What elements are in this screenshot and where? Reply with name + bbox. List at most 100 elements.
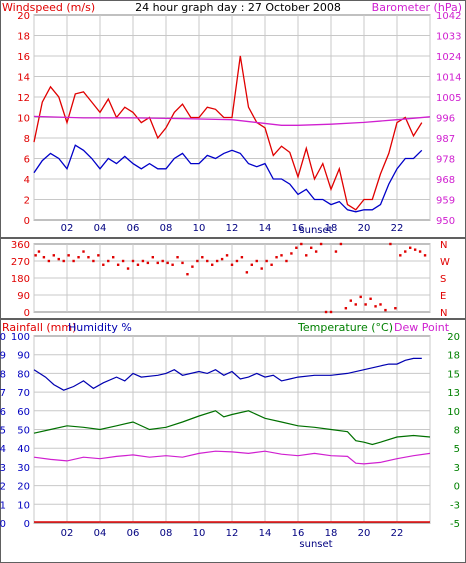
winddir-point <box>156 261 159 265</box>
rainfall-tick: 2 <box>0 482 6 493</box>
winddir-point <box>47 259 51 263</box>
humidity-tick: 10 <box>17 500 30 511</box>
x-tick-label: 12 <box>226 223 239 234</box>
rainfall-tick: 3 <box>0 463 6 474</box>
winddir-point <box>265 259 268 263</box>
x-tick-label: 08 <box>160 223 173 234</box>
barometer-tick: 978 <box>436 155 455 166</box>
x-tick-label: 06 <box>127 223 140 234</box>
winddir-point <box>141 259 145 263</box>
temperature-tick: 8 <box>454 426 460 437</box>
winddir-point <box>206 259 209 263</box>
winddir-point <box>409 246 412 249</box>
barometer-tick: 1024 <box>436 52 461 63</box>
humidity-tick: 70 <box>17 388 30 399</box>
winddir-point <box>225 254 229 257</box>
winddir-point <box>97 254 100 257</box>
winddir-point <box>423 254 427 257</box>
x-tick-label: 10 <box>193 528 206 539</box>
x-tick-label: 20 <box>358 223 371 234</box>
gust-series-line <box>33 55 423 211</box>
temperature-tick: 0 <box>454 482 460 493</box>
rainfall-tick: 5 <box>0 426 6 437</box>
winddir-point <box>369 297 372 300</box>
humidity-tick: 30 <box>17 463 30 474</box>
x-tick-label: 02 <box>61 528 74 539</box>
windspeed-tick: 4 <box>24 175 30 186</box>
winddir-point <box>374 305 377 308</box>
winddir-point <box>275 256 278 259</box>
sunset-marker-temp: sunset <box>299 539 332 550</box>
temperature-tick: 5 <box>454 444 460 455</box>
winddir-point <box>300 242 303 246</box>
x-tick-label: 08 <box>160 528 173 539</box>
winddir-point <box>82 250 85 253</box>
windspeed-tick: 8 <box>24 134 30 145</box>
winddir-point <box>146 261 150 265</box>
x-tick-label: 20 <box>358 528 371 539</box>
barometer-tick: 1005 <box>436 93 461 104</box>
winddir-point <box>37 250 41 253</box>
winddir-point <box>270 263 273 266</box>
humidity-tick: 40 <box>17 444 30 455</box>
windspeed-tick: 0 <box>24 216 30 227</box>
humidity-tick: 60 <box>17 407 30 418</box>
x-tick-label: 04 <box>94 528 107 539</box>
winddir-point <box>116 263 120 266</box>
humidity-axis-label: Humidity % <box>68 321 132 334</box>
windspeed-tick: 10 <box>17 114 30 125</box>
winddir-compass-tick: S <box>440 274 446 285</box>
winddir-point <box>260 267 263 270</box>
winddir-point <box>112 256 115 259</box>
winddir-point <box>399 254 402 257</box>
winddir-point <box>379 303 382 306</box>
barometer-axis-label: Barometer (hPa) <box>372 1 462 14</box>
winddir-gridlines <box>33 244 431 312</box>
barometer-tick-labels: 950 959 968 978 987 996 1005 1014 1024 1033 1042 <box>436 11 461 227</box>
winddir-point <box>349 299 352 302</box>
rainfall-tick: 10 <box>0 332 6 343</box>
winddir-point <box>310 246 313 249</box>
rainfall-tick: 6 <box>0 407 6 418</box>
x-tick-label: 22 <box>391 223 404 234</box>
x-tick-label: 06 <box>127 528 140 539</box>
temp-gridlines <box>33 336 431 523</box>
winddir-point <box>290 252 293 255</box>
humidity-tick: 20 <box>17 482 30 493</box>
winddir-point <box>230 263 234 266</box>
winddir-point <box>220 257 224 261</box>
panel-wind: 24 hour graph day : 27 October 2008 Wind… <box>0 0 466 238</box>
winddir-point <box>255 259 258 263</box>
winddir-point <box>250 263 253 266</box>
temperature-tick: 3 <box>454 463 460 474</box>
humidity-tick: 0 <box>24 519 30 530</box>
wind-x-tick-labels: 02 04 06 08 10 12 14 16 18 20 22 <box>61 223 404 234</box>
rainfall-tick: 0 <box>0 519 6 530</box>
humidity-tick: 80 <box>17 369 30 380</box>
winddir-point <box>324 310 328 314</box>
windspeed-tick: 14 <box>17 73 30 84</box>
winddir-point <box>384 308 387 312</box>
temperature-tick: 20 <box>447 332 460 343</box>
barometer-tick: 1014 <box>436 73 461 84</box>
rainfall-tick: 1 <box>0 500 6 511</box>
winddir-point <box>305 254 308 257</box>
winddir-point <box>235 259 239 263</box>
windspeed-tick: 20 <box>17 11 30 22</box>
winddir-compass-tick: E <box>440 291 446 302</box>
winddir-point <box>181 261 184 265</box>
rainfall-tick: 7 <box>0 388 6 399</box>
winddir-point <box>77 256 80 259</box>
temperature-tick: 18 <box>447 351 460 362</box>
dewpoint-axis-label: Dew Point <box>394 321 450 334</box>
winddir-points <box>34 242 427 314</box>
winddir-point <box>121 259 125 263</box>
winddir-point <box>72 259 75 263</box>
winddir-point <box>62 259 65 263</box>
winddir-point <box>52 254 55 257</box>
winddir-point <box>329 310 333 314</box>
winddir-point <box>404 250 407 253</box>
sunset-marker-wind: sunset <box>299 225 332 236</box>
